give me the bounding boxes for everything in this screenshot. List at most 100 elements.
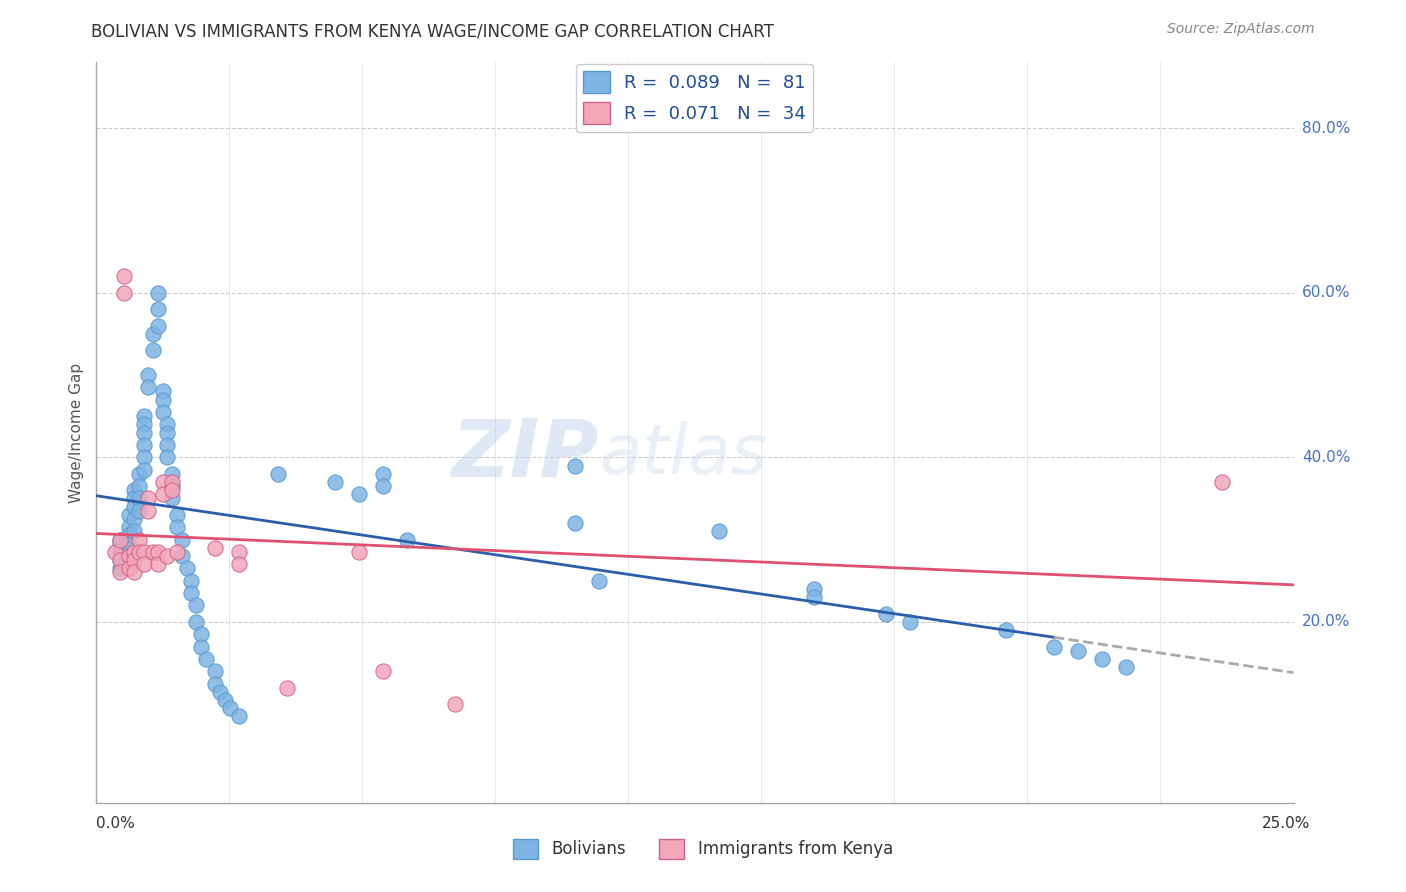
Point bbox=[108, 536, 131, 550]
Point bbox=[166, 545, 188, 559]
Point bbox=[204, 664, 226, 678]
Point bbox=[204, 541, 226, 555]
Point bbox=[108, 533, 131, 547]
Point bbox=[396, 533, 419, 547]
Point bbox=[180, 574, 202, 588]
Point bbox=[156, 425, 179, 440]
Point bbox=[118, 508, 141, 522]
Point bbox=[323, 475, 346, 489]
Text: 0.0%: 0.0% bbox=[96, 816, 135, 831]
Point bbox=[209, 685, 232, 699]
Point bbox=[803, 582, 825, 596]
Point bbox=[112, 285, 135, 300]
Point bbox=[108, 566, 131, 580]
Point bbox=[122, 566, 145, 580]
Point bbox=[108, 553, 131, 567]
Point bbox=[118, 561, 141, 575]
Point bbox=[136, 368, 159, 382]
Legend: Bolivians, Immigrants from Kenya: Bolivians, Immigrants from Kenya bbox=[506, 832, 900, 866]
Point bbox=[128, 545, 150, 559]
Text: 80.0%: 80.0% bbox=[1302, 120, 1350, 136]
Point bbox=[104, 545, 127, 559]
Point bbox=[156, 450, 179, 465]
Point bbox=[875, 607, 897, 621]
Point bbox=[228, 558, 250, 572]
Point bbox=[166, 508, 188, 522]
Point bbox=[166, 520, 188, 534]
Text: 60.0%: 60.0% bbox=[1302, 285, 1350, 301]
Point bbox=[118, 561, 141, 575]
Point bbox=[1211, 475, 1233, 489]
Point bbox=[898, 615, 921, 629]
Point bbox=[136, 380, 159, 394]
Point bbox=[122, 553, 145, 567]
Point bbox=[276, 681, 298, 695]
Point bbox=[108, 561, 131, 575]
Point bbox=[122, 545, 145, 559]
Point bbox=[707, 524, 730, 539]
Point bbox=[190, 640, 212, 654]
Point bbox=[803, 590, 825, 604]
Point bbox=[122, 491, 145, 506]
Point bbox=[156, 438, 179, 452]
Point bbox=[186, 615, 208, 629]
Point bbox=[128, 533, 150, 547]
Point bbox=[371, 664, 394, 678]
Point bbox=[162, 483, 184, 498]
Point bbox=[162, 467, 184, 481]
Point bbox=[122, 512, 145, 526]
Point bbox=[108, 533, 131, 547]
Text: 20.0%: 20.0% bbox=[1302, 615, 1350, 630]
Point bbox=[170, 549, 193, 563]
Point bbox=[142, 545, 165, 559]
Point bbox=[588, 574, 610, 588]
Point bbox=[156, 549, 179, 563]
Text: 25.0%: 25.0% bbox=[1263, 816, 1310, 831]
Point bbox=[180, 586, 202, 600]
Point bbox=[156, 417, 179, 432]
Text: atlas: atlas bbox=[599, 421, 766, 488]
Point bbox=[267, 467, 290, 481]
Point bbox=[444, 697, 467, 711]
Text: ZIP: ZIP bbox=[451, 416, 599, 494]
Point bbox=[176, 561, 198, 575]
Point bbox=[152, 392, 174, 407]
Point bbox=[132, 438, 155, 452]
Point bbox=[1115, 660, 1137, 674]
Point bbox=[132, 545, 155, 559]
Point bbox=[142, 343, 165, 358]
Point bbox=[108, 553, 131, 567]
Point bbox=[128, 504, 150, 518]
Legend: R =  0.089   N =  81, R =  0.071   N =  34: R = 0.089 N = 81, R = 0.071 N = 34 bbox=[575, 64, 814, 132]
Point bbox=[118, 549, 141, 563]
Point bbox=[995, 623, 1018, 637]
Point bbox=[152, 405, 174, 419]
Point bbox=[118, 536, 141, 550]
Point bbox=[152, 384, 174, 399]
Point bbox=[108, 545, 131, 559]
Point bbox=[122, 500, 145, 514]
Point bbox=[132, 409, 155, 424]
Y-axis label: Wage/Income Gap: Wage/Income Gap bbox=[69, 362, 84, 503]
Point bbox=[122, 524, 145, 539]
Point bbox=[136, 491, 159, 506]
Point bbox=[146, 285, 169, 300]
Point bbox=[152, 487, 174, 501]
Text: 40.0%: 40.0% bbox=[1302, 450, 1350, 465]
Point bbox=[146, 302, 169, 317]
Point bbox=[218, 701, 240, 715]
Point bbox=[1043, 640, 1066, 654]
Point bbox=[162, 475, 184, 489]
Point bbox=[146, 545, 169, 559]
Text: BOLIVIAN VS IMMIGRANTS FROM KENYA WAGE/INCOME GAP CORRELATION CHART: BOLIVIAN VS IMMIGRANTS FROM KENYA WAGE/I… bbox=[91, 22, 775, 40]
Point bbox=[204, 676, 226, 690]
Point bbox=[146, 318, 169, 333]
Point bbox=[186, 599, 208, 613]
Point bbox=[132, 558, 155, 572]
Point bbox=[136, 504, 159, 518]
Point bbox=[228, 545, 250, 559]
Point bbox=[347, 545, 370, 559]
Point bbox=[1091, 652, 1114, 666]
Point bbox=[118, 520, 141, 534]
Point bbox=[214, 693, 236, 707]
